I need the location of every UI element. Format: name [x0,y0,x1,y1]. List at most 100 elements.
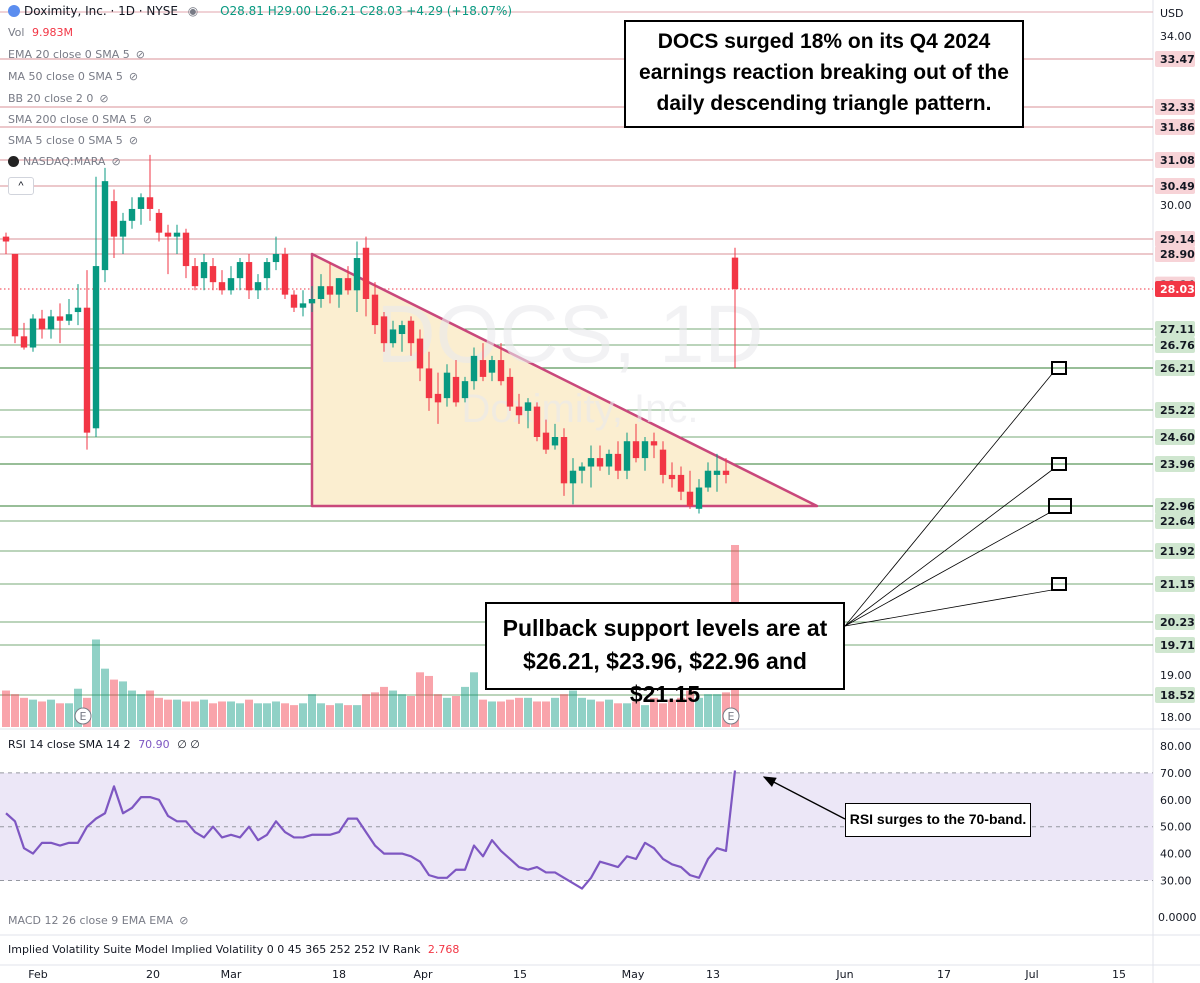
candle-body [20,336,28,348]
price-tag-bg [1155,360,1195,376]
hidden-eye-icon[interactable]: ⊘ [128,134,139,147]
price-tick-label: 18.00 [1160,711,1192,724]
callout-rsi: RSI surges to the 70-band. [845,803,1031,837]
volume-bar [713,694,721,727]
candle-body [515,406,523,416]
indicator-sma5[interactable]: SMA 5 close 0 SMA 5 ⊘ [8,134,138,147]
candle-body [290,294,298,308]
indicator-sma200[interactable]: SMA 200 close 0 SMA 5 ⊘ [8,113,152,126]
candle-body [425,368,433,399]
indicator-label: NASDAQ:MARA [23,155,106,168]
hidden-eye-icon[interactable]: ⊘ [142,113,153,126]
time-tick-label: 13 [706,968,720,981]
hidden-eye-icon[interactable]: ⊘ [135,48,145,61]
visibility-icon[interactable]: ◉ [187,4,199,18]
time-tick-label: Feb [28,968,47,981]
rsi-tick-label: 50.00 [1160,821,1192,834]
price-axis: USD 34.00 30.00 19.00 18.00 33.47 32.33 31.86 31… [1155,7,1197,924]
price-tag-label: 26.76 [1160,339,1195,352]
triangle-layer [310,252,819,508]
candle-body [137,197,145,209]
candle-body [371,294,379,326]
volume-bar [551,697,559,727]
candle-body [164,232,172,237]
candle-body [659,449,667,475]
volume-bar [398,694,406,727]
rsi-legend[interactable]: RSI 14 close SMA 14 2 70.90 ∅ ∅ [8,738,200,751]
volume-bar [506,699,514,727]
volume-bar [380,686,388,727]
candle-body [623,441,631,471]
hidden-eye-icon[interactable]: ⊘ [128,70,139,83]
price-tag-label: 23.96 [1160,458,1195,471]
price-tag-label: 31.08 [1160,154,1195,167]
ohlc-values: O28.81 H29.00 L26.21 C28.03 +4.29 (+18.0… [220,4,513,18]
volume-bar [686,690,694,727]
hidden-eye-icon[interactable]: ⊘ [179,914,189,927]
price-tag-bg [1155,231,1195,247]
volume-bar [200,699,208,727]
indicator-bb20[interactable]: BB 20 close 2 0 ⊘ [8,92,109,105]
price-tag-label: 30.49 [1160,180,1195,193]
candle-body [110,201,118,237]
earnings-badge-icon [74,707,92,725]
volume-bar [281,703,289,727]
volume-bar [209,703,217,727]
price-level-tag: 19.71 [1155,637,1195,653]
earnings-label: E [728,710,735,723]
support-connector-line [844,512,1050,627]
volume-bar [479,699,487,727]
price-level-tag: 31.08 [1155,152,1195,168]
volume-bar [578,697,586,727]
candle-body [236,262,244,279]
price-tag-label: 26.21 [1160,362,1195,375]
candle-body [641,441,649,459]
volume-bar [56,703,64,727]
time-tick-label: 18 [332,968,346,981]
candle-body [353,258,361,291]
volume-legend[interactable]: Vol 9.983M [8,26,73,39]
candle-body [587,458,595,467]
volume-bar [587,699,595,727]
volume-bar [173,699,181,727]
macd-legend[interactable]: MACD 12 26 close 9 EMA EMA ⊘ [8,914,188,927]
symbol-logo-icon [8,5,20,17]
candle-body [209,266,217,283]
volume-bar [29,699,37,727]
iv-legend[interactable]: Implied Volatility Suite Model Implied V… [8,943,459,956]
volume-bar [425,675,433,727]
price-level-tag: 33.47 [1155,51,1195,67]
support-connector-line [844,373,1053,627]
volume-bar [119,681,127,727]
volume-label: Vol [8,26,25,39]
candle-body [434,393,442,403]
price-tag-label: 21.15 [1160,578,1195,591]
candlesticks [2,154,739,514]
price-tag-bg [1155,637,1195,653]
collapse-legend-button[interactable]: ^ [8,177,34,195]
support-marker-box [1051,457,1067,471]
earnings-label: E [80,710,87,723]
volume-bar [533,701,541,727]
volume-bar [569,690,577,727]
volume-bar [47,699,55,727]
hidden-eye-icon[interactable]: ⊘ [99,92,109,105]
price-tag-label: 22.64 [1160,515,1195,528]
candle-body [146,197,154,209]
indicator-ema20[interactable]: EMA 20 close 0 SMA 5 ⊘ [8,48,145,61]
indicator-ma50[interactable]: MA 50 close 0 SMA 5 ⊘ [8,70,138,83]
candle-body [245,262,253,291]
price-tag-label: 21.92 [1160,545,1195,558]
rsi-arrow [762,776,846,820]
volume-bar [92,639,100,727]
macd-label: MACD 12 26 close 9 EMA EMA [8,914,174,927]
hidden-eye-icon[interactable]: ⊘ [111,155,121,168]
indicator-mara[interactable]: NASDAQ:MARA ⊘ [8,155,121,168]
indicator-label: MA 50 close 0 SMA 5 [8,70,123,83]
candle-body [506,376,514,407]
volume-bar [659,703,667,727]
symbol-header[interactable]: Doximity, Inc. · 1D · NYSE ◉ O28.81 H29.… [8,4,512,18]
volume-bar [344,705,352,727]
volume-bar [623,703,631,727]
